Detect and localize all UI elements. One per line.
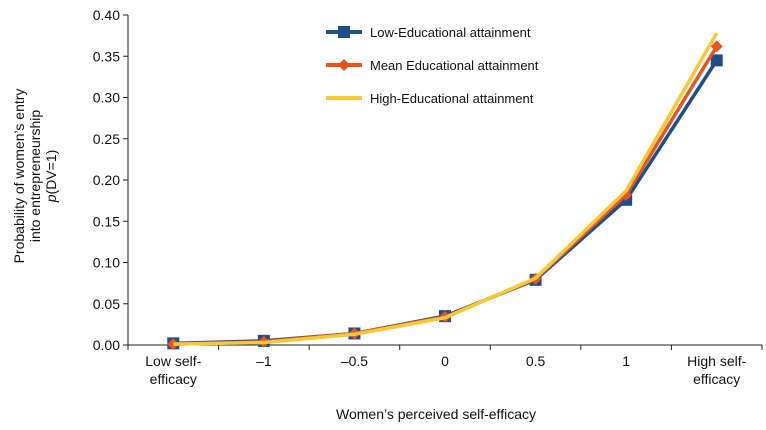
y-tick-label: 0.10 xyxy=(93,255,120,271)
x-tick-label: Low self-efficacy xyxy=(145,353,201,387)
x-tick-label: –0.5 xyxy=(341,353,368,369)
x-axis-title: Women’s perceived self-efficacy xyxy=(336,406,536,422)
x-tick-label: High self-efficacy xyxy=(687,353,746,387)
legend-marker-diamond xyxy=(338,59,350,71)
x-tick-label: 0.5 xyxy=(526,353,546,369)
y-tick-label: 0.00 xyxy=(93,337,120,353)
data-point-square xyxy=(710,54,723,67)
y-axis-title: Probability of women’s entry into entrep… xyxy=(11,89,59,264)
y-axis-title-math-rest: (DV=1) xyxy=(43,150,59,195)
legend-label: High-Educational attainment xyxy=(370,91,534,106)
y-tick-label: 0.05 xyxy=(93,296,120,312)
legend: Low-Educational attainment Mean Education… xyxy=(326,25,539,106)
axes: 0.00 0.05 0.10 0.15 0.20 0.25 0.30 0.35 0.40 Low … xyxy=(93,7,763,387)
y-tick-label: 0.35 xyxy=(93,48,120,64)
legend-marker-square xyxy=(338,26,350,38)
x-tick-label: 1 xyxy=(622,353,630,369)
y-axis-title-line-1: Probability of women’s entry xyxy=(11,89,27,264)
y-tick-label: 0.15 xyxy=(93,213,120,229)
x-tick-label: –1 xyxy=(256,353,272,369)
series-layer xyxy=(167,32,723,351)
y-axis-title-line-3: p(DV=1) xyxy=(43,150,59,204)
legend-label: Mean Educational attainment xyxy=(370,58,539,73)
y-tick-label: 0.25 xyxy=(93,131,120,147)
y-tick-label: 0.30 xyxy=(93,90,120,106)
x-tick-label: 0 xyxy=(441,353,449,369)
y-axis-title-math-italic: p xyxy=(43,194,59,203)
legend-label: Low-Educational attainment xyxy=(370,25,531,40)
y-tick-label: 0.20 xyxy=(93,172,120,188)
y-axis-title-line-2: into entrepreneurship xyxy=(27,110,43,243)
series-line-2 xyxy=(173,32,719,346)
y-tick-label: 0.40 xyxy=(93,7,120,23)
data-point-diamond xyxy=(710,40,723,53)
